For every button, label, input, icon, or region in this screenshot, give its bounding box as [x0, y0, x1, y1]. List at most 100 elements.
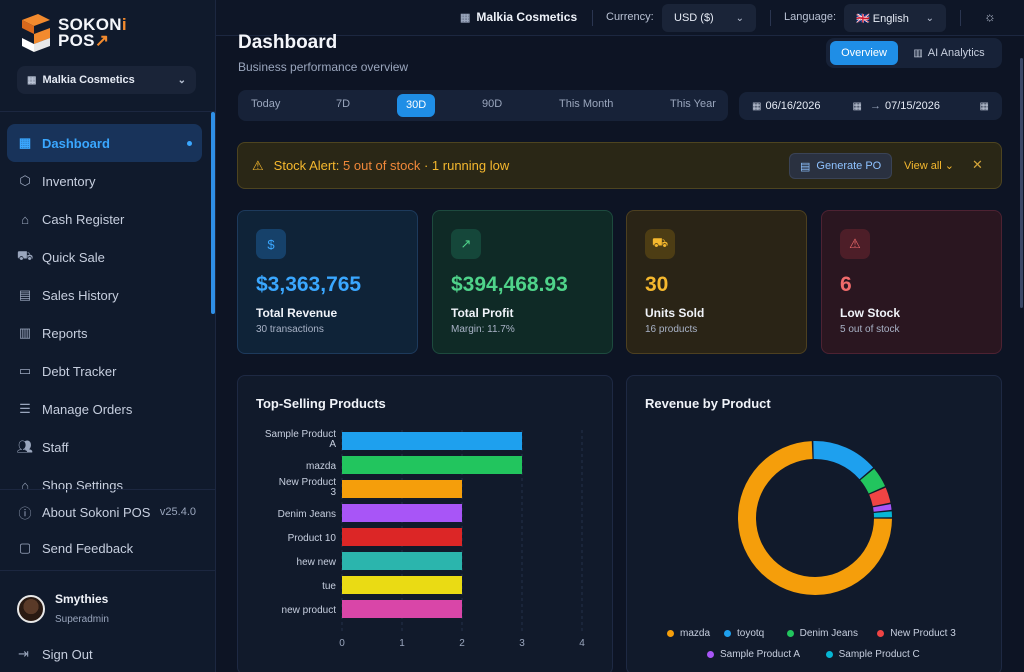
range-90d[interactable]: 90D [482, 98, 503, 110]
donut-slice[interactable] [813, 441, 874, 480]
legend-item[interactable]: New Product 3 [877, 628, 956, 639]
view-all-button[interactable]: View all ⌄ [904, 160, 954, 172]
y-tick-label: Product 10 [288, 533, 337, 544]
topbar-separator [770, 10, 771, 26]
legend-label: toyotq [737, 628, 765, 639]
main-scrollbar[interactable] [1020, 58, 1023, 308]
sign-out-button[interactable]: ⇥ Sign Out [18, 646, 93, 662]
brand-logo[interactable]: SOKONi POS↗ [16, 12, 127, 54]
kpi-total-revenue: $ $3,363,765 Total Revenue 30 transactio… [237, 210, 418, 354]
sidebar-bottom-nav: ⓘ About Sokoni POS v25.4.0 ▢ Send Feedba… [0, 494, 216, 566]
sidebar-item-staff[interactable]: 👥︎ Staff [0, 428, 216, 466]
sidebar-item-sales-history[interactable]: ▤ Sales History [0, 276, 216, 314]
sidebar-nav: ▦ Dashboard ⬡ Inventory ⌂ Cash Register … [0, 124, 216, 504]
legend-item[interactable]: Sample Product C [825, 649, 920, 660]
calendar-icon: ▦ [752, 100, 762, 112]
sidebar: SOKONi POS↗ ▦ Malkia Cosmetics ⌄ ▦ Dashb… [0, 0, 216, 672]
kpi-label: Total Profit [451, 306, 514, 320]
kpi-sub: Margin: 11.7% [451, 324, 515, 335]
bar[interactable] [342, 456, 522, 474]
bar[interactable] [342, 600, 462, 618]
range-30d[interactable]: 30D [397, 94, 436, 117]
dollar-icon: $ [256, 229, 286, 259]
x-tick-label: 2 [459, 638, 465, 649]
generate-po-button[interactable]: ▤ Generate PO [789, 153, 893, 179]
sidebar-item-inventory[interactable]: ⬡ Inventory [0, 162, 216, 200]
currency-select[interactable]: USD ($) ⌄ [662, 4, 756, 32]
user-name: Smythies [55, 592, 109, 606]
page-title: Dashboard [238, 32, 338, 53]
legend-swatch [877, 630, 885, 637]
tab-ai-analytics[interactable]: ▥ AI Analytics [898, 41, 1000, 65]
y-tick-label: New Product 3 [279, 477, 337, 498]
date-from[interactable]: 06/16/2026 [765, 100, 821, 112]
kpi-units-sold: ⛟ 30 Units Sold 16 products [626, 210, 807, 354]
about-link[interactable]: ⓘ About Sokoni POS v25.4.0 [0, 494, 216, 530]
about-label: About Sokoni POS [42, 504, 151, 520]
range-this-month[interactable]: This Month [559, 98, 614, 110]
sidebar-item-cash-register[interactable]: ⌂ Cash Register [0, 200, 216, 238]
send-feedback-link[interactable]: ▢ Send Feedback [0, 530, 216, 566]
sidebar-item-quick-sale[interactable]: ⛟ Quick Sale [0, 238, 216, 276]
bar[interactable] [342, 432, 522, 450]
chevron-down-icon: ⌄ [177, 74, 186, 86]
box-icon: ⬡ [19, 173, 31, 188]
donut-slice[interactable] [873, 504, 892, 512]
legend-item[interactable]: mazda [667, 628, 710, 639]
info-icon: ⓘ [18, 505, 32, 521]
sidebar-item-dashboard[interactable]: ▦ Dashboard [7, 124, 202, 162]
theme-toggle-sun-icon[interactable]: ☼ [984, 9, 996, 24]
sign-out-label: Sign Out [42, 646, 93, 662]
calendar-icon[interactable]: ▦ [852, 100, 862, 112]
sidebar-item-shop-settings[interactable]: ⌂ Shop Settings [0, 466, 216, 504]
sidebar-item-debt-tracker[interactable]: ▭ Debt Tracker [0, 352, 216, 390]
topbar-shop-name: Malkia Cosmetics [476, 10, 578, 24]
legend-label: Sample Product C [838, 649, 920, 660]
topbar-shop: ▦ Malkia Cosmetics [460, 10, 577, 24]
kpi-value: 6 [840, 273, 852, 296]
close-icon[interactable]: ✕ [972, 157, 983, 172]
calendar-icon[interactable]: ▦ [979, 100, 989, 112]
bar[interactable] [342, 576, 462, 594]
range-7d[interactable]: 7D [336, 98, 351, 110]
language-select[interactable]: 🇬🇧 English ⌄ [844, 4, 946, 32]
sidebar-item-manage-orders[interactable]: ☰ Manage Orders [0, 390, 216, 428]
wallet-icon: ▭ [18, 363, 32, 378]
donut-slice[interactable] [873, 511, 892, 518]
legend-swatch [786, 630, 794, 637]
cart-icon: ⛟ [16, 248, 34, 263]
legend-label: New Product 3 [890, 628, 956, 639]
dashboard-icon: ▦ [18, 135, 32, 150]
user-profile[interactable]: Smythies Superadmin [17, 592, 109, 625]
tab-ai-analytics-label: AI Analytics [927, 47, 985, 59]
legend-item[interactable]: Sample Product A [707, 649, 800, 660]
donut-slice[interactable] [860, 468, 886, 494]
warning-icon: ⚠ [840, 229, 870, 259]
range-this-year[interactable]: This Year [670, 98, 716, 110]
users-icon: 👥︎ [16, 439, 34, 454]
donut-slice[interactable] [869, 487, 891, 507]
sidebar-item-label: Reports [42, 325, 88, 341]
range-today[interactable]: Today [251, 98, 281, 110]
kpi-label: Total Revenue [256, 306, 338, 320]
sidebar-item-reports[interactable]: ▥ Reports [0, 314, 216, 352]
tab-overview[interactable]: Overview [830, 41, 898, 65]
avatar [17, 594, 45, 623]
kpi-total-profit: ↗ $394,468.93 Total Profit Margin: 11.7% [432, 210, 613, 354]
panel-title: Revenue by Product [645, 396, 771, 411]
bar[interactable] [342, 480, 462, 498]
shop-selector[interactable]: ▦ Malkia Cosmetics ⌄ [17, 66, 196, 94]
legend-item[interactable]: Denim Jeans [786, 628, 858, 639]
legend-item[interactable]: toyotq [724, 628, 764, 639]
sidebar-scrollbar[interactable] [211, 112, 215, 314]
bar[interactable] [342, 552, 462, 570]
revenue-by-product-panel: Revenue by Product mazda toyotq Denim Jean… [626, 375, 1002, 672]
alert-text: Stock Alert: 5 out of stock · 1 running … [273, 158, 510, 173]
bar[interactable] [342, 528, 462, 546]
date-to[interactable]: 07/15/2026 [884, 100, 941, 112]
clipboard-icon: ▤ [18, 287, 32, 302]
bar[interactable] [342, 504, 462, 522]
sidebar-divider [0, 489, 216, 490]
kpi-sub: 16 products [645, 324, 698, 335]
